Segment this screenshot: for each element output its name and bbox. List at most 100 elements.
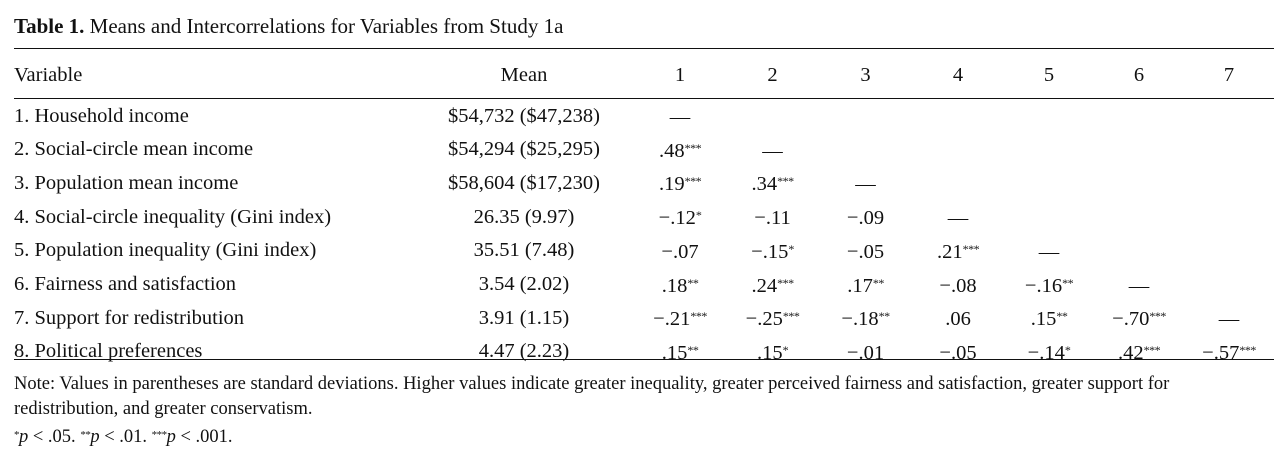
legend-stars: *** xyxy=(151,429,168,441)
top-rule xyxy=(14,48,1274,49)
significance-stars: ** xyxy=(687,342,699,357)
significance-stars: ** xyxy=(878,309,891,324)
table-row: 8. Political preferences 4.47 (2.23) .15**… xyxy=(14,335,1274,369)
header-col: 4 xyxy=(952,64,964,86)
correlation-cell: −.11 xyxy=(726,200,819,234)
significance-stars: *** xyxy=(684,174,702,189)
correlation-value: — xyxy=(669,106,691,128)
correlation-value: −.18 xyxy=(841,308,879,331)
significance-stars: *** xyxy=(777,275,794,290)
header-col: 1 xyxy=(674,64,686,86)
table-body: 1. Household income $54,732 ($47,238) —2. … xyxy=(14,99,1274,369)
correlation-cell xyxy=(1094,234,1184,268)
correlation-cell: −.57*** xyxy=(1184,335,1274,369)
correlation-cell: .34*** xyxy=(726,166,819,200)
variable-name: 7. Support for redistribution xyxy=(14,306,245,329)
correlation-value: .34 xyxy=(751,173,778,196)
correlation-value: .15 xyxy=(1030,308,1057,331)
legend-p: p xyxy=(90,427,100,447)
correlation-value: −.21 xyxy=(653,308,691,331)
variable-name: 3. Population mean income xyxy=(14,171,239,194)
correlation-value: .17 xyxy=(847,274,873,297)
correlation-cell xyxy=(1094,99,1184,133)
significance-stars: *** xyxy=(690,309,707,324)
table-row: 4. Social-circle inequality (Gini index)… xyxy=(14,200,1274,234)
correlation-value: −.12 xyxy=(658,207,696,230)
correlation-value: .06 xyxy=(945,308,971,331)
table-row: 2. Social-circle mean income $54,294 ($25… xyxy=(14,133,1274,167)
correlation-value: — xyxy=(1038,240,1060,263)
correlation-cell xyxy=(1184,268,1274,302)
table-row: 6. Fairness and satisfaction 3.54 (2.02).… xyxy=(14,268,1274,302)
significance-stars: *** xyxy=(1143,342,1161,357)
correlation-value: — xyxy=(855,173,876,196)
correlation-cell: −.16** xyxy=(1004,268,1094,302)
header-variable: Variable xyxy=(14,64,83,86)
significance-stars: * xyxy=(782,342,789,357)
correlation-value: −.05 xyxy=(846,240,885,263)
correlation-cell: — xyxy=(912,200,1004,234)
variable-name: 4. Social-circle inequality (Gini index) xyxy=(14,205,332,228)
correlation-value: .48 xyxy=(658,139,685,162)
header-col: 6 xyxy=(1133,64,1145,86)
correlation-cell: −.07 xyxy=(634,234,726,268)
correlation-cell: −.18** xyxy=(819,301,912,335)
correlation-cell: .24*** xyxy=(726,268,819,302)
table-row: 7. Support for redistribution 3.91 (1.15)… xyxy=(14,301,1274,335)
correlation-cell: −.09 xyxy=(819,200,912,234)
correlation-cell: −.01 xyxy=(819,335,912,369)
correlation-cell xyxy=(1004,133,1094,167)
correlation-value: −.11 xyxy=(754,207,791,230)
correlation-cell: −.25*** xyxy=(726,301,819,335)
correlation-cell xyxy=(1004,99,1094,133)
variable-name: 5. Population inequality (Gini index) xyxy=(14,239,317,262)
header-rule xyxy=(14,98,1274,99)
legend-threshold: < .001. xyxy=(175,427,233,447)
correlation-cell xyxy=(819,133,912,167)
mean-sd: $54,294 ($25,295) xyxy=(447,138,601,161)
correlation-value: — xyxy=(947,207,969,230)
variable-name: 8. Political preferences xyxy=(14,340,203,363)
correlation-value: −.70 xyxy=(1112,308,1150,331)
correlation-cell: .18** xyxy=(634,268,726,302)
table-label: Table 1. xyxy=(14,14,85,38)
correlation-cell: −.12* xyxy=(634,200,726,234)
correlation-value: — xyxy=(762,139,783,162)
correlation-cell: .15* xyxy=(726,335,819,369)
mean-sd: 3.54 (2.02) xyxy=(478,273,570,296)
correlation-cell: −.70*** xyxy=(1094,301,1184,335)
correlation-cell: — xyxy=(819,166,912,200)
significance-stars: *** xyxy=(1239,342,1256,357)
correlation-cell xyxy=(1004,200,1094,234)
correlation-table: Variable Mean 1 2 3 4 5 6 7 1. Household… xyxy=(14,58,1274,369)
correlation-cell xyxy=(1184,166,1274,200)
correlation-cell xyxy=(1094,166,1184,200)
significance-stars: *** xyxy=(782,309,800,324)
correlation-value: −.57 xyxy=(1202,341,1240,364)
correlation-value: −.15 xyxy=(751,240,789,263)
legend-p: p xyxy=(166,427,176,447)
correlation-cell: .06 xyxy=(912,301,1004,335)
significance-stars: ** xyxy=(687,275,699,290)
correlation-cell: −.05 xyxy=(912,335,1004,369)
correlation-value: .18 xyxy=(661,274,688,297)
significance-stars: *** xyxy=(962,241,980,256)
correlation-value: — xyxy=(1218,308,1240,331)
variable-name: 6. Fairness and satisfaction xyxy=(14,273,237,296)
significance-stars: * xyxy=(695,208,702,223)
correlation-value: .21 xyxy=(936,240,963,263)
correlation-cell xyxy=(912,99,1004,133)
correlation-cell: −.14* xyxy=(1004,335,1094,369)
correlation-value: −.08 xyxy=(939,274,977,297)
correlation-cell xyxy=(1184,200,1274,234)
correlation-value: — xyxy=(1128,274,1150,297)
correlation-cell xyxy=(1184,133,1274,167)
header-col: 3 xyxy=(860,64,871,86)
correlation-cell xyxy=(1094,133,1184,167)
table-caption: Table 1. Means and Intercorrelations for… xyxy=(14,12,563,40)
correlation-value: .24 xyxy=(751,274,778,297)
legend-stars: * xyxy=(14,429,20,441)
legend-threshold: < .05. xyxy=(28,427,81,447)
correlation-value: .19 xyxy=(658,173,685,196)
